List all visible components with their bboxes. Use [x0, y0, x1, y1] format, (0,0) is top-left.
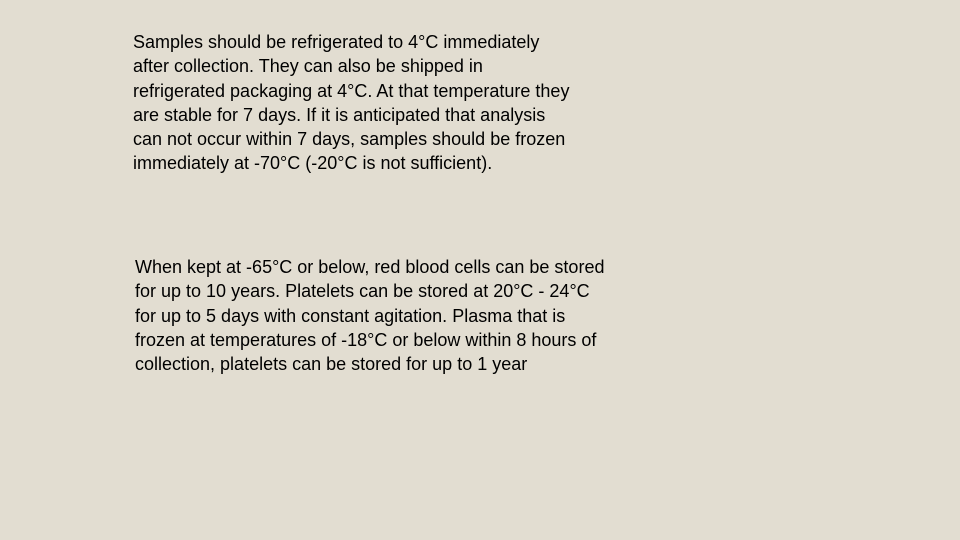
paragraph-1: Samples should be refrigerated to 4°C im…	[133, 30, 573, 176]
paragraph-2: When kept at -65°C or below, red blood c…	[135, 255, 610, 376]
